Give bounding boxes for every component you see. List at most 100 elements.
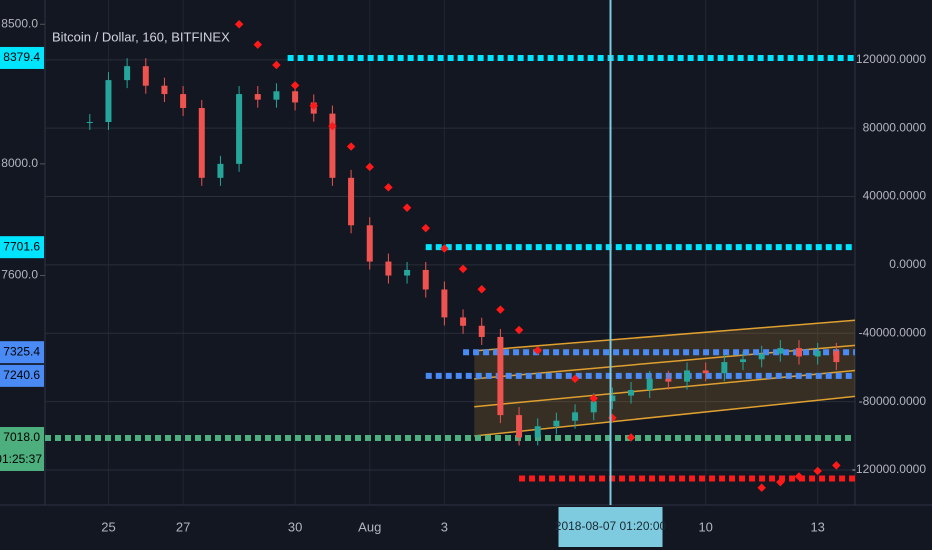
candle-body <box>161 85 168 95</box>
sar-dot <box>626 433 636 442</box>
candle-body <box>86 121 93 123</box>
candle-body <box>553 420 560 427</box>
y2-tick-label: 0.0000 <box>889 257 926 271</box>
sar-dot <box>794 472 804 481</box>
x-tick-label: 13 <box>810 519 824 534</box>
x-tick-label: Aug <box>358 519 381 534</box>
sar-dot <box>757 483 766 492</box>
level-label-box <box>0 236 44 259</box>
channel-line <box>474 319 856 352</box>
candle-body <box>404 269 411 276</box>
x-tick-label: 25 <box>101 519 115 534</box>
level-label: 7325.4 <box>3 344 40 358</box>
countdown-box <box>0 449 44 472</box>
y2-tick-label: -80000.0000 <box>859 394 927 408</box>
sar-dot <box>365 162 374 172</box>
sar-dot <box>477 284 486 294</box>
candle-body <box>292 91 299 103</box>
sar-dot <box>776 477 785 487</box>
y2-tick-label: 40000.0000 <box>863 189 927 203</box>
candle-body <box>460 317 467 326</box>
candle-body <box>721 362 728 374</box>
candle-body <box>478 325 485 337</box>
sar-dot <box>440 244 449 253</box>
candle-body <box>236 94 243 164</box>
channel-fill <box>474 320 855 437</box>
candle-body <box>142 66 149 86</box>
candle-body <box>572 412 579 421</box>
candle-body <box>609 395 616 402</box>
y2-tick-label: 80000.0000 <box>863 120 927 134</box>
candle-body <box>441 289 448 318</box>
x-tick-label: 10 <box>698 519 712 534</box>
level-label-box <box>0 341 44 364</box>
x-tick-label: 3 <box>441 519 448 534</box>
sar-dot <box>253 40 263 49</box>
level-label-box <box>0 364 44 387</box>
candle-body <box>180 94 187 109</box>
candle-body <box>273 91 280 100</box>
countdown-label: 01:25:37 <box>0 452 42 466</box>
candle-body <box>646 378 653 390</box>
sar-dot <box>328 121 337 131</box>
candle-body <box>497 336 504 416</box>
candle-body <box>254 94 261 100</box>
sar-dot <box>813 466 822 476</box>
candle-body <box>628 389 635 396</box>
candle-body <box>385 261 392 276</box>
crosshair-label-box <box>558 507 663 547</box>
candle-body <box>702 370 709 374</box>
sar-dot <box>589 394 598 403</box>
y2-tick-label: -40000.0000 <box>859 325 927 339</box>
candle-body <box>105 80 112 122</box>
candle-body <box>516 415 523 438</box>
y-tick-label: 8000.0 <box>1 156 38 170</box>
candle-body <box>422 269 429 290</box>
candle-body <box>833 350 840 363</box>
candle-body <box>366 225 373 262</box>
level-label-box <box>0 46 44 69</box>
y-tick-label: 8500.0 <box>1 16 38 30</box>
candle-body <box>590 401 597 413</box>
sar-dot <box>496 305 505 314</box>
candle-body <box>198 108 205 178</box>
y2-tick-label: -120000.0000 <box>852 462 926 476</box>
crosshair-label: 2018-08-07 01:20:00 <box>555 519 667 533</box>
candle-body <box>534 426 541 438</box>
candle-body <box>740 359 747 363</box>
candle-body <box>777 348 784 354</box>
x-tick-label: 27 <box>176 519 190 534</box>
sar-dot <box>458 264 468 274</box>
level-label: 7018.0 <box>3 430 40 444</box>
level-label: 7701.6 <box>3 239 40 253</box>
sar-dot <box>832 461 841 470</box>
chart-title: Bitcoin / Dollar, 160, BITFINEX <box>52 29 230 44</box>
sar-dot <box>533 346 542 355</box>
x-tick-label: 30 <box>288 519 302 534</box>
candle-body <box>684 370 691 382</box>
sar-dot <box>514 325 524 335</box>
candle-body <box>796 348 803 357</box>
sar-dot <box>309 101 318 111</box>
candle-body <box>217 163 224 178</box>
sar-dot <box>421 223 430 233</box>
sar-dot <box>346 142 356 151</box>
candle-body <box>124 66 131 81</box>
level-label: 8379.4 <box>3 50 40 64</box>
candle-body <box>665 378 672 382</box>
sar-dot <box>570 374 580 384</box>
y-tick-label: 7600.0 <box>1 268 38 282</box>
sar-dot <box>402 203 412 212</box>
sar-dot <box>384 183 393 192</box>
level-label: 7240.6 <box>3 368 40 382</box>
candle-body <box>348 177 355 226</box>
plot <box>40 0 856 505</box>
y2-tick-label: 120000.0000 <box>856 52 926 66</box>
candle-body <box>814 350 821 357</box>
sar-dot <box>290 81 300 90</box>
candle-body <box>329 113 336 178</box>
candle-body <box>758 353 765 360</box>
